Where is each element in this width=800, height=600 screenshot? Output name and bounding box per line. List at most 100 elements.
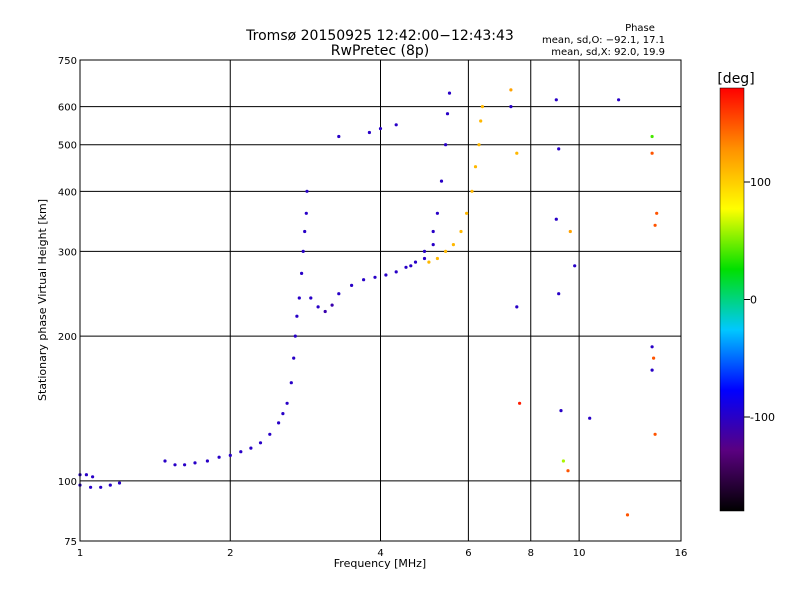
y-tick-label: 500: [58, 141, 77, 152]
echo-point: [163, 459, 167, 463]
x-tick-label: 1: [77, 548, 83, 559]
echo-point: [435, 211, 439, 215]
phase-mean-x: mean, sd,X: 92.0, 19.9: [551, 47, 665, 58]
echo-point: [439, 179, 444, 183]
x-tick-label: 16: [675, 548, 688, 559]
echo-point: [470, 189, 474, 193]
echo-point: [655, 211, 659, 215]
echo-point: [509, 105, 513, 109]
echo-point: [650, 134, 654, 139]
y-tick-label: 600: [58, 103, 77, 114]
echo-point: [330, 303, 334, 307]
x-axis-label: Frequency [MHz]: [334, 557, 426, 570]
echo-point: [281, 412, 285, 416]
colorbar-ticks: 100 0 -100: [744, 176, 775, 424]
echo-point: [515, 151, 519, 155]
echo-point: [394, 123, 398, 127]
echo-point: [108, 483, 112, 487]
echo-point: [650, 368, 654, 372]
echo-point: [652, 356, 656, 360]
echo-point: [653, 223, 657, 227]
echo-point: [300, 271, 304, 275]
echo-point: [277, 421, 281, 425]
x-tick-label: 4: [377, 548, 383, 559]
echo-point: [480, 105, 484, 109]
echo-point: [205, 459, 209, 463]
echo-point: [566, 469, 570, 473]
echo-point: [337, 134, 341, 139]
echo-point: [228, 453, 232, 457]
y-tick-label: 300: [58, 247, 77, 258]
plot-frame: [79, 59, 682, 542]
echo-point: [409, 264, 413, 268]
echo-point: [84, 473, 88, 477]
echo-point: [367, 130, 371, 135]
echo-point: [285, 401, 289, 405]
echo-point: [289, 381, 293, 385]
echo-point: [650, 151, 654, 155]
echo-point: [554, 98, 558, 102]
echo-point: [193, 461, 197, 465]
echo-point: [479, 119, 483, 123]
echo-point: [293, 334, 297, 338]
echo-point: [295, 314, 299, 318]
echo-point: [91, 475, 95, 479]
echo-point: [373, 275, 377, 279]
echo-point: [650, 345, 654, 349]
echo-point: [117, 481, 122, 485]
echo-point: [473, 165, 478, 169]
chart-subtitle: RwPretec (8p): [331, 43, 429, 59]
x-tick-label: 8: [528, 548, 534, 559]
echo-point: [588, 416, 592, 420]
y-tick-label: 75: [64, 537, 77, 548]
echo-point: [557, 147, 561, 151]
echo-point: [316, 305, 320, 309]
points-layer: [78, 88, 659, 517]
x-tick-label: 2: [227, 548, 233, 559]
echo-point: [173, 463, 177, 467]
echo-point: [304, 211, 308, 215]
x-tick-label: 6: [465, 548, 471, 559]
echo-point: [413, 260, 418, 264]
echo-point: [431, 243, 435, 247]
y-tick-label: 100: [58, 477, 77, 488]
y-tick-label: 750: [58, 56, 77, 67]
echo-point: [297, 296, 301, 300]
echo-point: [303, 229, 307, 234]
echo-point: [617, 98, 621, 102]
echo-point: [323, 309, 327, 314]
echo-point: [239, 450, 243, 454]
echo-point: [309, 296, 313, 300]
echo-point: [518, 401, 522, 405]
echo-point: [444, 249, 448, 253]
echo-point: [404, 265, 408, 269]
echo-point: [258, 441, 263, 445]
echo-point: [217, 455, 221, 459]
echo-point: [378, 127, 383, 131]
colorbar-label: [deg]: [717, 71, 754, 87]
echo-point: [625, 513, 630, 517]
echo-point: [384, 273, 388, 277]
colorbar-tick-label: 100: [750, 176, 771, 189]
echo-point: [292, 356, 296, 360]
echo-point: [183, 463, 187, 467]
y-tick-label: 200: [58, 332, 77, 343]
echo-point: [305, 189, 309, 193]
echo-point: [99, 485, 103, 489]
echo-point: [301, 249, 305, 253]
echo-point: [568, 229, 572, 234]
echo-point: [445, 112, 450, 116]
echo-point: [362, 278, 366, 282]
echo-point: [573, 264, 577, 268]
colorbar-tick-label: -100: [750, 411, 775, 424]
echo-point: [557, 292, 561, 296]
echo-point: [509, 88, 513, 92]
colorbar: [719, 87, 745, 512]
echo-point: [451, 243, 455, 247]
echo-point: [394, 270, 398, 274]
echo-point: [465, 211, 469, 215]
echo-point: [422, 249, 427, 253]
colorbar-tick-label: 0: [750, 294, 757, 307]
y-axis-label: Stationary phase Virtual Height [km]: [36, 199, 49, 401]
